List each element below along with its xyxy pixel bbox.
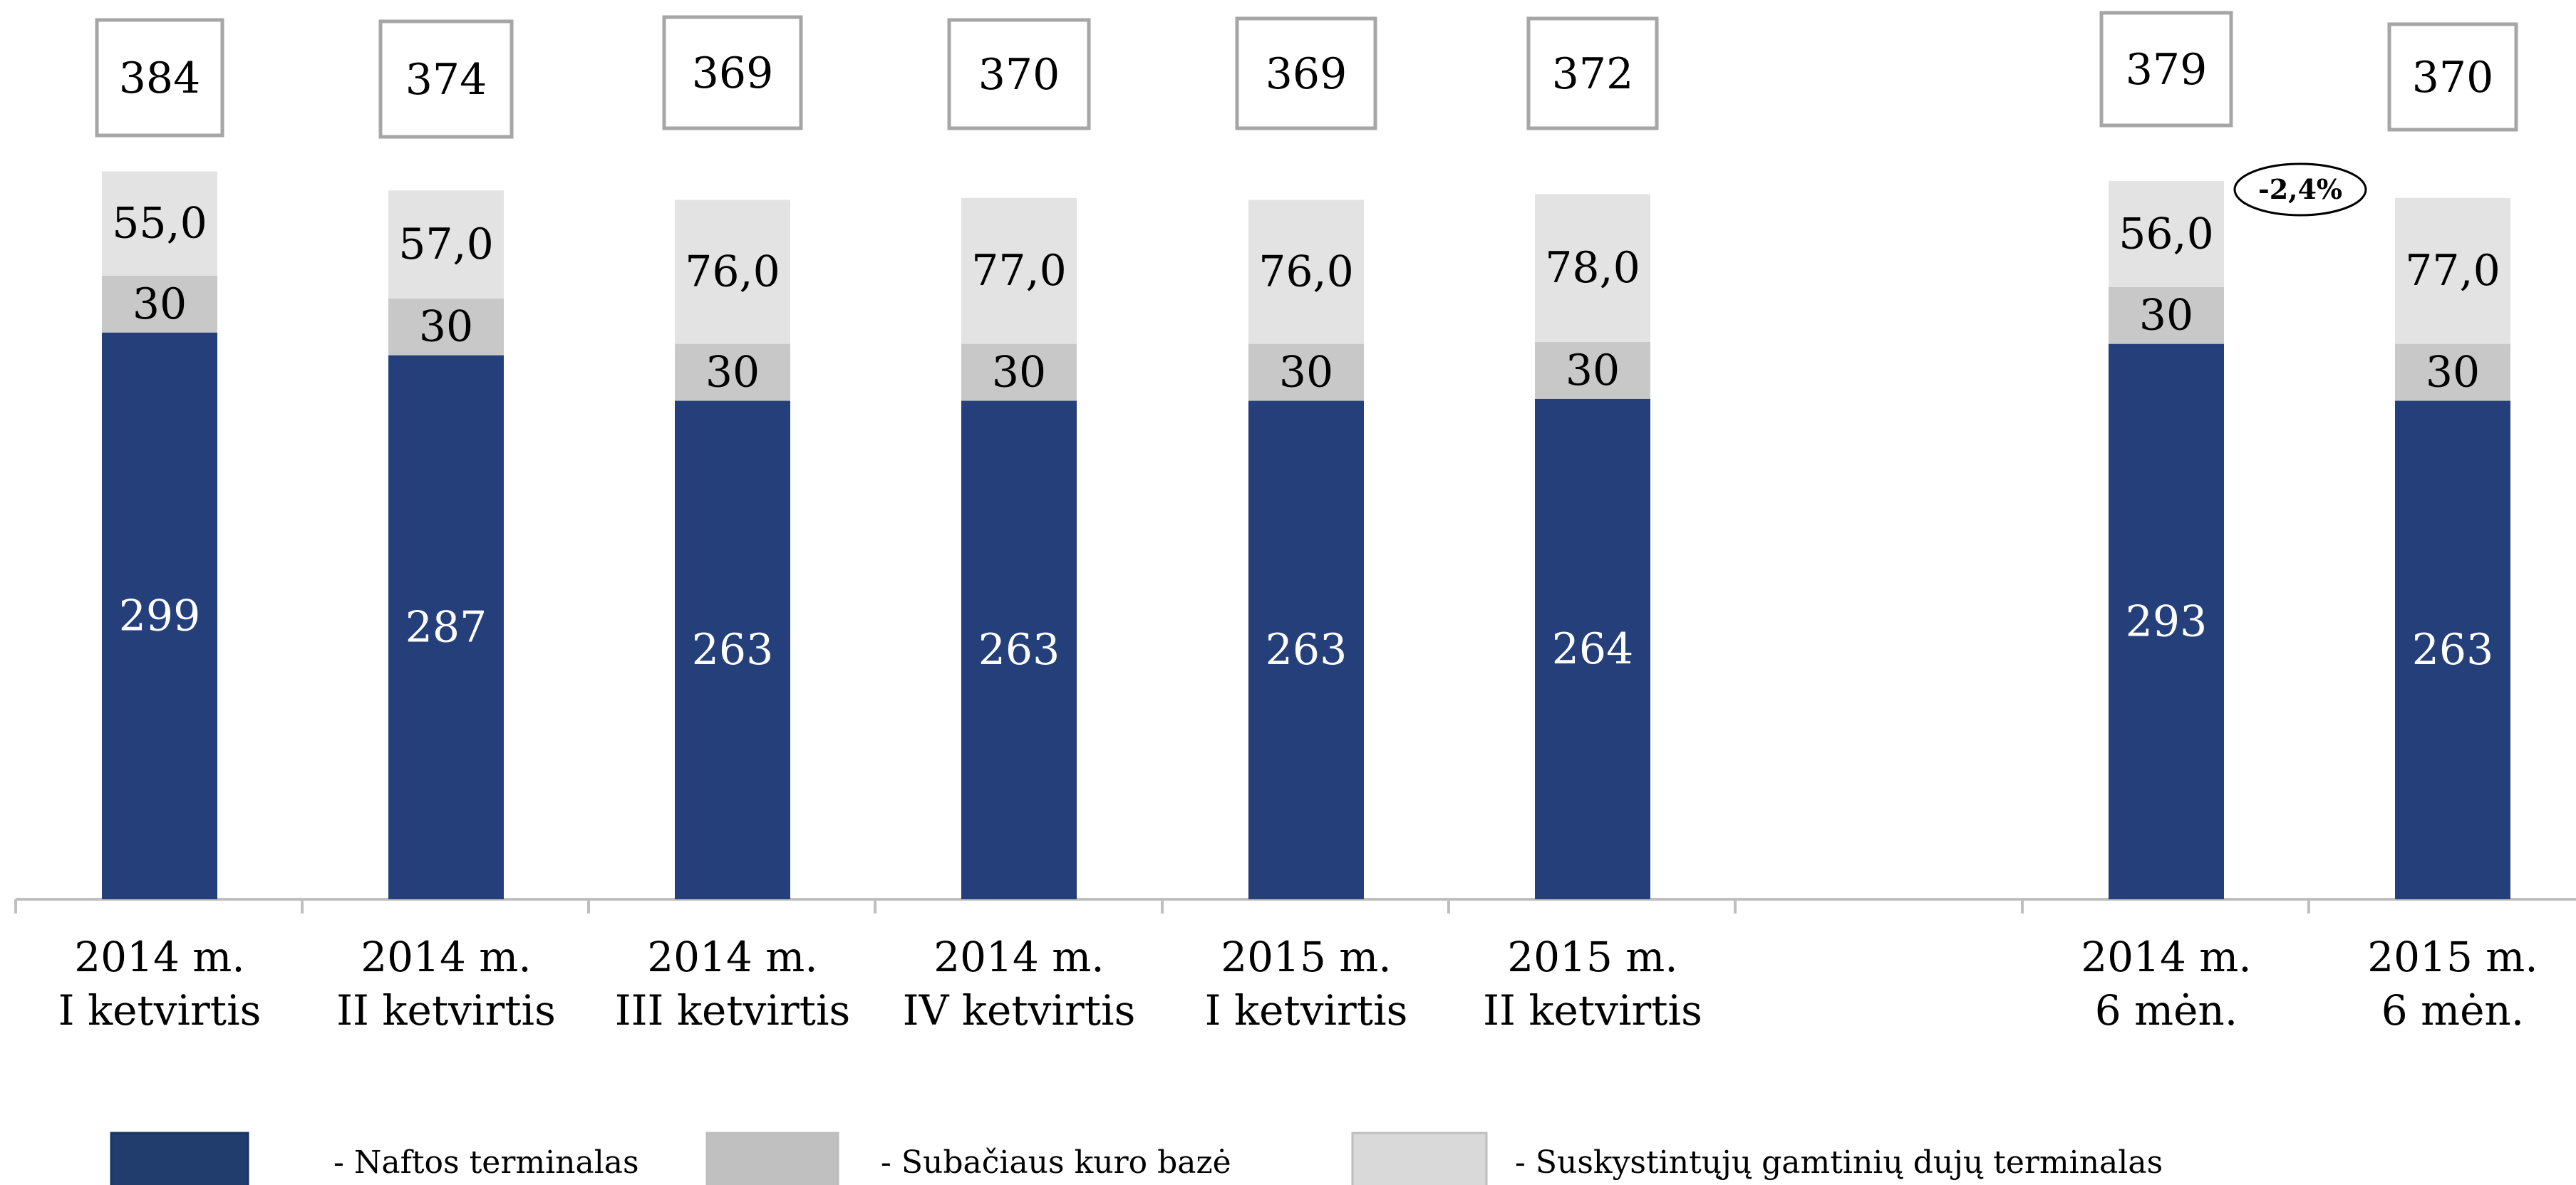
legend-label: - Subačiaus kuro bazė — [881, 1144, 1231, 1181]
bar-segment-subaciaus — [961, 343, 1077, 401]
data-label: 293 — [2126, 596, 2208, 646]
bar-segment-naftos — [961, 400, 1077, 899]
category-label-line1: 2014 m. — [361, 933, 531, 981]
category-label-line2: III ketvirtis — [615, 986, 851, 1035]
bar-segment-naftos — [388, 355, 504, 900]
category-label-line2: I ketvirtis — [1205, 986, 1408, 1035]
category-label-line2: II ketvirtis — [336, 986, 556, 1035]
total-box — [662, 15, 803, 130]
data-label: 56,0 — [2119, 209, 2214, 259]
bar-segment-subaciaus — [388, 298, 504, 356]
bar-segment-naftos — [102, 332, 217, 899]
total-box — [378, 19, 514, 139]
total-label: 372 — [1552, 49, 1634, 99]
total-label: 370 — [2412, 53, 2494, 103]
total-box — [2387, 22, 2518, 132]
category-label-line2: II ketvirtis — [1483, 986, 1702, 1035]
data-label: 299 — [119, 591, 201, 641]
total-label: 370 — [978, 50, 1060, 100]
data-label: 76,0 — [1258, 247, 1354, 297]
total-box — [2099, 11, 2233, 128]
bar-segment-sgd — [2109, 180, 2224, 287]
total-box — [1526, 16, 1659, 130]
data-label: 30 — [2139, 291, 2193, 341]
bar-segment-naftos — [1248, 400, 1364, 899]
total-label: 374 — [405, 55, 487, 105]
data-label: 30 — [992, 348, 1046, 398]
bar-segment-sgd — [2395, 197, 2510, 344]
data-label: 30 — [1566, 346, 1620, 395]
data-label: 263 — [692, 625, 774, 675]
bar-segment-sgd — [961, 197, 1077, 344]
bar-segment-subaciaus — [1535, 341, 1650, 399]
data-label: 78,0 — [1545, 243, 1640, 293]
total-box — [947, 18, 1091, 130]
total-label: 369 — [692, 48, 774, 98]
category-label-line1: 2014 m. — [933, 933, 1104, 981]
change-annotation-ellipse — [2233, 162, 2367, 217]
total-box — [95, 18, 224, 138]
data-label: 55,0 — [112, 199, 207, 249]
data-label: 77,0 — [2405, 246, 2500, 296]
data-label: 263 — [2412, 625, 2494, 675]
data-label: 30 — [133, 279, 187, 329]
bar-segment-sgd — [102, 171, 217, 276]
bar-segment-naftos — [675, 400, 790, 899]
category-label-line1: 2014 m. — [647, 933, 817, 981]
bar-segment-subaciaus — [2395, 343, 2510, 401]
data-label: 30 — [1279, 348, 1333, 398]
bar-segment-naftos — [1535, 398, 1650, 899]
category-label-line1: 2015 m. — [1221, 933, 1391, 981]
bar-segment-naftos — [2395, 400, 2510, 899]
bar-segment-sgd — [1248, 200, 1364, 344]
bar-segment-subaciaus — [102, 275, 217, 333]
legend-label: - Naftos terminalas — [333, 1144, 639, 1181]
category-label-line2: IV ketvirtis — [903, 986, 1136, 1035]
category-label-line2: 6 mėn. — [2381, 986, 2524, 1035]
bar-segment-subaciaus — [2109, 286, 2224, 344]
data-label: 264 — [1552, 624, 1634, 674]
bar-segment-sgd — [675, 200, 790, 344]
data-label: 30 — [2426, 348, 2480, 398]
bar-segment-sgd — [388, 190, 504, 299]
legend-label: - Suskystintųjų gamtinių dujų terminalas — [1515, 1144, 2163, 1181]
bar-segment-subaciaus — [1248, 343, 1364, 401]
bar-segment-naftos — [2109, 343, 2224, 899]
data-label: 287 — [405, 602, 487, 652]
category-label-line1: 2014 m. — [2081, 933, 2251, 981]
data-label: 263 — [1266, 625, 1348, 675]
category-label-line1: 2015 m. — [1507, 933, 1677, 981]
data-label: 77,0 — [971, 246, 1067, 296]
total-label: 384 — [119, 53, 201, 103]
legend-swatch — [1351, 1132, 1488, 1185]
category-label-line2: 6 mėn. — [2095, 986, 2238, 1035]
category-label-line1: 2015 m. — [2367, 933, 2538, 981]
category-label-line2: I ketvirtis — [58, 986, 262, 1035]
data-label: 57,0 — [398, 219, 494, 269]
total-label: 379 — [2126, 45, 2208, 95]
legend-swatch — [110, 1132, 249, 1185]
legend-swatch — [705, 1132, 839, 1185]
bar-segment-sgd — [1535, 194, 1650, 342]
bar-segment-subaciaus — [675, 343, 790, 401]
change-annotation-label: -2,4% — [2258, 173, 2342, 205]
total-label: 369 — [1266, 49, 1348, 99]
data-label: 30 — [419, 302, 473, 352]
data-label: 30 — [705, 348, 760, 398]
data-label: 76,0 — [685, 247, 780, 297]
category-label-line1: 2014 m. — [74, 933, 244, 981]
total-box — [1235, 16, 1377, 130]
data-label: 263 — [978, 625, 1060, 675]
